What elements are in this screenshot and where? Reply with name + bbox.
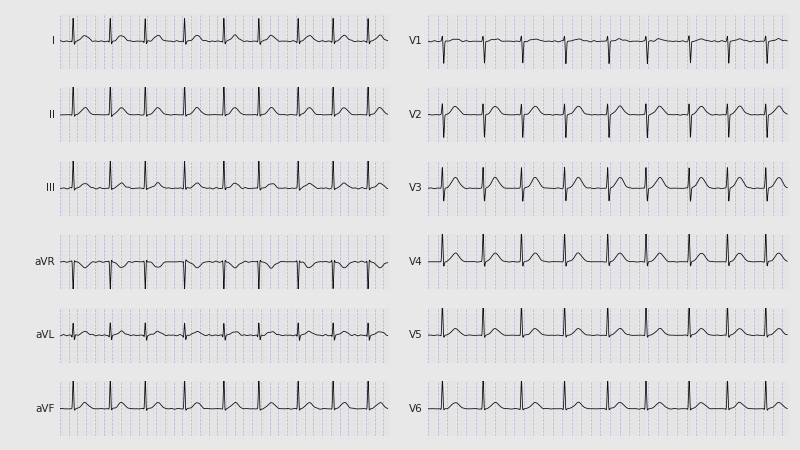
Text: V6: V6 [409, 404, 422, 414]
Text: V5: V5 [409, 330, 422, 340]
Text: II: II [49, 110, 55, 120]
Text: I: I [52, 36, 55, 46]
Text: V1: V1 [409, 36, 422, 46]
Text: V2: V2 [409, 110, 422, 120]
Text: V3: V3 [409, 183, 422, 193]
Text: V4: V4 [409, 257, 422, 267]
Text: aVL: aVL [36, 330, 55, 340]
Text: aVR: aVR [34, 257, 55, 267]
Text: III: III [46, 183, 55, 193]
Text: aVF: aVF [36, 404, 55, 414]
